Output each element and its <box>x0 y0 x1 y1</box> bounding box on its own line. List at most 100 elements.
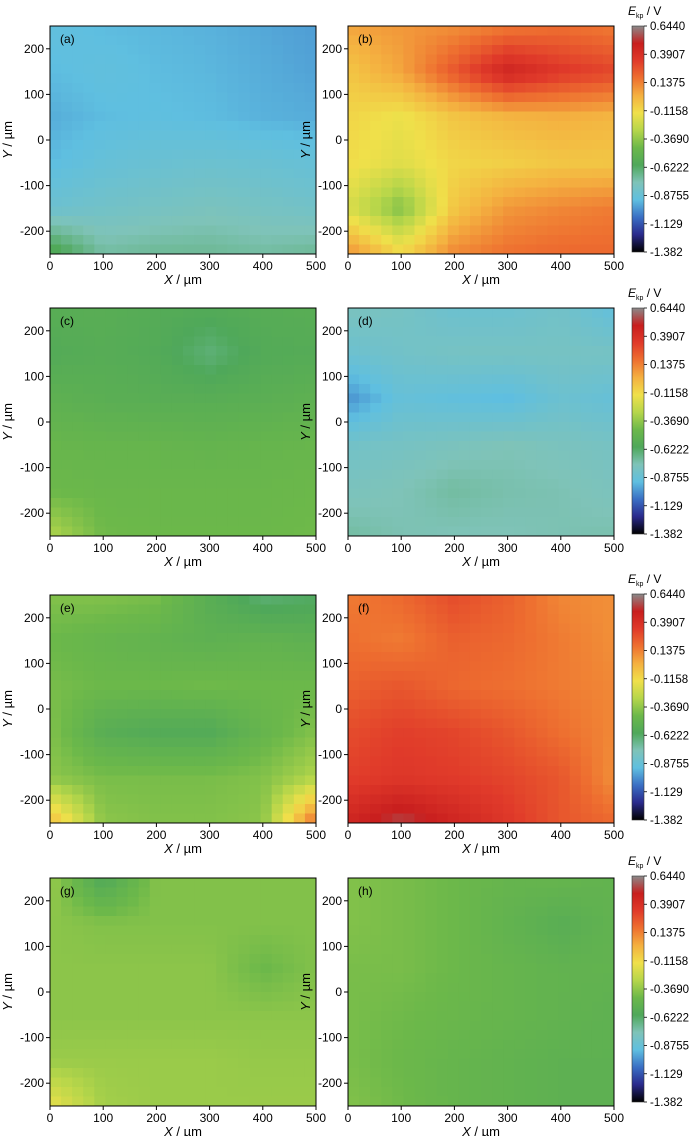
heatmap-cell <box>481 45 493 56</box>
heatmap-cell <box>238 187 251 198</box>
heatmap-cell <box>271 944 284 955</box>
heatmap-cell <box>260 1011 273 1022</box>
heatmap-cell <box>547 1049 560 1060</box>
heatmap-cell <box>558 102 571 113</box>
heatmap-cell <box>194 642 206 653</box>
heatmap-cell <box>183 450 195 461</box>
heatmap-cell <box>591 652 604 663</box>
heatmap-cell <box>591 64 604 75</box>
heatmap-cell <box>414 498 427 509</box>
y-tick-label: -200 <box>20 1076 44 1090</box>
heatmap-cell <box>260 728 273 739</box>
heatmap-cell <box>503 54 515 65</box>
heatmap-cell <box>127 728 140 739</box>
heatmap-cell <box>514 83 526 94</box>
heatmap-cell <box>591 111 604 122</box>
heatmap-cell <box>160 498 173 509</box>
heatmap-cell <box>205 469 217 480</box>
heatmap-cell <box>359 992 371 1003</box>
heatmap-cell <box>525 1001 538 1012</box>
heatmap-cell <box>50 775 62 786</box>
heatmap-cell <box>249 992 262 1003</box>
heatmap-cell <box>569 925 582 936</box>
heatmap-cell <box>447 102 460 113</box>
heatmap-cell <box>61 244 73 254</box>
heatmap-cell <box>72 1087 84 1098</box>
heatmap-cell <box>72 45 84 56</box>
heatmap-cell <box>271 813 284 823</box>
heatmap-cell <box>536 374 549 385</box>
heatmap-cell <box>458 26 471 37</box>
heatmap-cell <box>536 336 549 347</box>
heatmap-cell <box>149 92 162 103</box>
heatmap-cell <box>72 346 84 357</box>
heatmap-cell <box>602 1087 614 1098</box>
heatmap-cell <box>194 887 206 898</box>
heatmap-cell <box>282 83 295 94</box>
x-tick-label: 400 <box>551 541 571 555</box>
heatmap-cell <box>293 64 306 75</box>
heatmap-cell <box>436 374 449 385</box>
heatmap-cell <box>558 441 571 452</box>
heatmap-cell <box>72 1058 84 1069</box>
heatmap-cell <box>271 488 284 499</box>
heatmap-cell <box>260 1087 273 1098</box>
heatmap-cell <box>514 775 526 786</box>
heatmap-cell <box>304 728 316 739</box>
heatmap-cell <box>116 168 129 179</box>
heatmap-cell <box>94 652 107 663</box>
heatmap-cell <box>183 661 195 672</box>
heatmap-cell <box>602 1001 614 1012</box>
heatmap-cell <box>238 498 251 509</box>
heatmap-cell <box>370 431 382 442</box>
heatmap-cell <box>271 756 284 767</box>
heatmap-cell <box>183 403 195 414</box>
heatmap-cell <box>536 216 549 227</box>
heatmap-cell <box>381 878 393 889</box>
heatmap-cell <box>602 149 614 160</box>
heatmap-cell <box>458 925 471 936</box>
heatmap-cell <box>436 944 449 955</box>
heatmap-cell <box>536 1020 549 1031</box>
heatmap-cell <box>348 498 360 509</box>
heatmap-cell <box>61 308 73 319</box>
heatmap-cell <box>359 1058 371 1069</box>
heatmap-cell <box>282 206 295 217</box>
heatmap-cell <box>469 197 482 208</box>
heatmap-cell <box>525 737 538 748</box>
heatmap-cell <box>72 102 84 113</box>
heatmap-cell <box>238 507 251 518</box>
heatmap-cell <box>580 346 593 357</box>
heatmap-cell <box>50 83 62 94</box>
heatmap-cell <box>238 935 251 946</box>
heatmap-cell <box>72 690 84 701</box>
heatmap-cell <box>492 83 504 94</box>
heatmap-cell <box>94 121 107 132</box>
heatmap-cell <box>436 403 449 414</box>
heatmap-cell <box>348 488 360 499</box>
heatmap-cell <box>50 35 62 46</box>
heatmap-cell <box>83 1087 95 1098</box>
heatmap-cell <box>458 1096 471 1106</box>
heatmap-cell <box>304 614 316 625</box>
heatmap-cell <box>580 121 593 132</box>
heatmap-cell <box>503 1039 515 1050</box>
heatmap-cell <box>525 374 538 385</box>
heatmap-cell <box>503 1011 515 1022</box>
heatmap-cell <box>403 690 416 701</box>
heatmap-cell <box>249 737 262 748</box>
heatmap-cell <box>569 308 582 319</box>
heatmap-cell <box>514 526 526 536</box>
heatmap-cell <box>436 111 449 122</box>
heatmap-cell <box>205 35 217 46</box>
heatmap-cell <box>602 916 614 927</box>
heatmap-cell <box>469 954 482 965</box>
heatmap-cell <box>293 130 306 141</box>
heatmap-cell <box>481 1030 493 1041</box>
heatmap-cell <box>370 604 382 615</box>
heatmap-cell <box>249 604 262 615</box>
heatmap-cell <box>558 925 571 936</box>
heatmap-cell <box>194 159 206 170</box>
heatmap-cell <box>503 737 515 748</box>
heatmap-cell <box>536 441 549 452</box>
